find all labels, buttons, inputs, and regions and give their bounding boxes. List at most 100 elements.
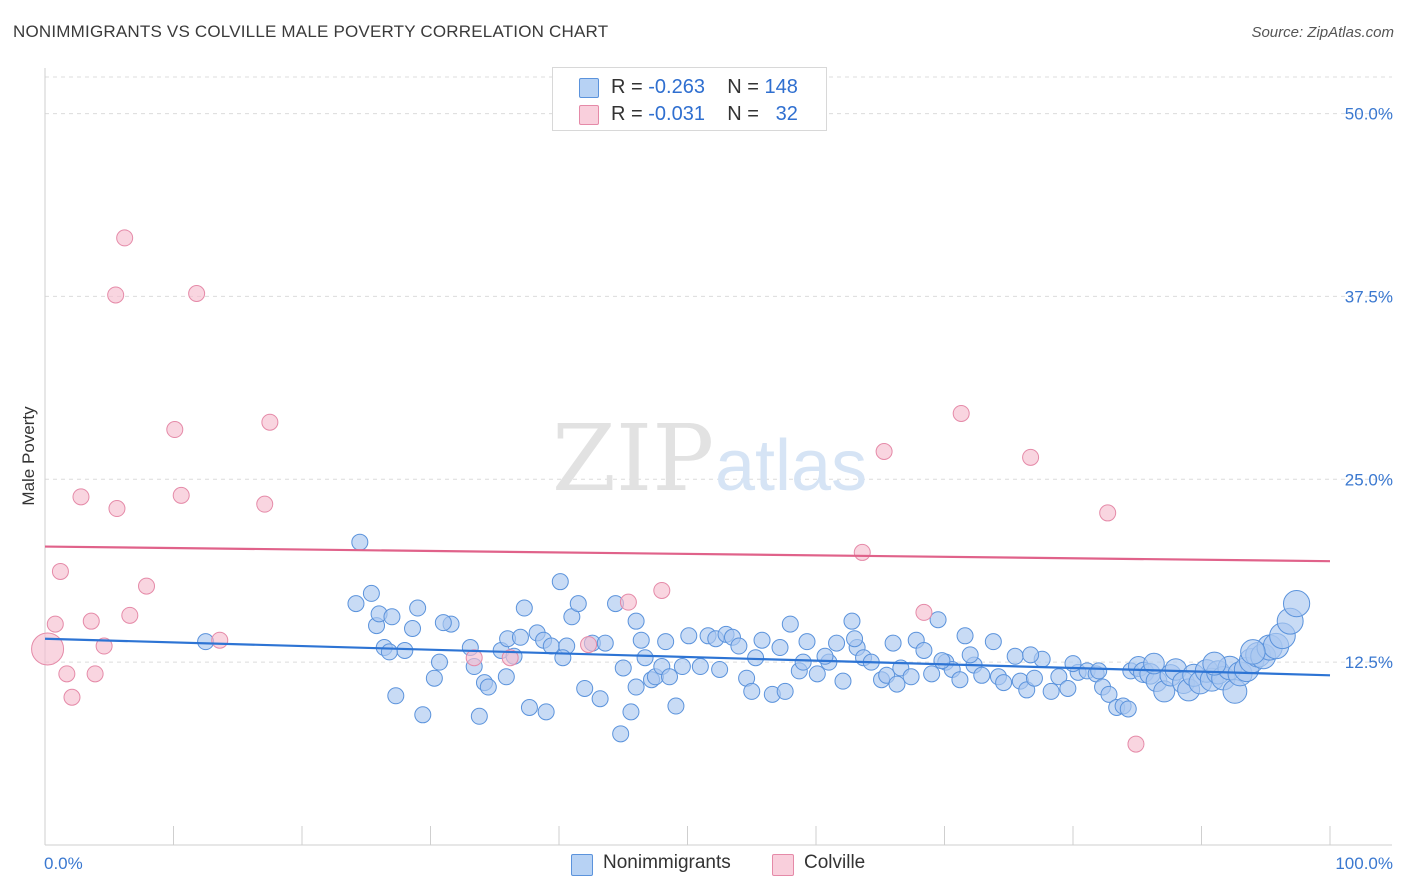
legend-r-value: -0.263: [648, 76, 705, 98]
nonimmigrants-point: [404, 619, 422, 637]
nonimmigrants-point: [351, 533, 369, 551]
nonimmigrants-point: [673, 658, 691, 676]
nonimmigrants-points: [197, 533, 1311, 743]
nonimmigrants-point: [387, 687, 405, 705]
colville-point: [172, 486, 190, 504]
colville-point: [82, 612, 100, 630]
nonimmigrants-point: [1143, 652, 1165, 675]
colville-point: [875, 442, 893, 460]
nonimmigrants-point: [1202, 651, 1227, 676]
colville-point: [188, 285, 206, 303]
nonimmigrants-point: [781, 615, 799, 633]
nonimmigrants-point: [956, 627, 974, 645]
y-axis-label: Male Poverty: [19, 406, 38, 506]
colville-point: [465, 649, 483, 667]
nonimmigrants-point: [520, 698, 538, 716]
colville-point: [952, 404, 970, 422]
tick-labels: 12.5% 25.0% 37.5% 50.0% 0.0% 100.0%: [44, 105, 1393, 873]
colville-point: [116, 229, 134, 247]
nonimmigrants-point: [542, 637, 560, 655]
nonimmigrants-point: [730, 637, 748, 655]
colville-point: [107, 286, 125, 304]
nonimmigrants-point: [612, 725, 630, 743]
nonimmigrants-point: [661, 668, 679, 686]
colville-point: [58, 665, 76, 683]
nonimmigrants-point: [591, 690, 609, 708]
nonimmigrants-trend-line: [44, 637, 1331, 677]
nonimmigrants-point: [380, 643, 398, 661]
colville-point: [51, 562, 69, 580]
nonimmigrants-point: [657, 633, 675, 651]
nonimmigrants-point: [396, 641, 414, 659]
legend-swatch-pink: [579, 105, 599, 125]
nonimmigrants-point: [622, 703, 640, 721]
y-tick-label: 12.5%: [1345, 653, 1393, 672]
nonimmigrants-point: [771, 639, 789, 657]
nonimmigrants-point: [537, 703, 555, 721]
grid-lines: [45, 76, 1392, 663]
nonimmigrants-point: [551, 573, 569, 591]
nonimmigrants-point: [554, 649, 572, 667]
nonimmigrants-point: [614, 659, 632, 677]
nonimmigrants-point: [1018, 681, 1036, 699]
colville-point: [853, 543, 871, 561]
nonimmigrants-point: [933, 652, 951, 670]
bottom-legend-label: Nonimmigrants: [603, 852, 731, 873]
source-label: Source: ZipAtlas.com: [1251, 24, 1394, 41]
colville-trend-line: [44, 545, 1331, 563]
legend-r-label: R =: [611, 103, 649, 125]
colville-point: [86, 665, 104, 683]
nonimmigrants-point: [846, 630, 864, 648]
y-tick-label: 50.0%: [1345, 105, 1393, 124]
nonimmigrants-point: [984, 633, 1002, 651]
colville-point: [46, 615, 64, 633]
nonimmigrants-point: [479, 678, 497, 696]
nonimmigrants-point: [1025, 669, 1043, 687]
nonimmigrants-point: [776, 682, 794, 700]
colville-point: [121, 606, 139, 624]
colville-point: [72, 488, 90, 506]
nonimmigrants-point: [627, 678, 645, 696]
legend-r-value: -0.031: [648, 103, 705, 125]
x-tick-label: 100.0%: [1335, 854, 1393, 873]
nonimmigrants-point: [808, 665, 826, 683]
nonimmigrants-point: [1006, 647, 1024, 665]
nonimmigrants-point: [667, 697, 685, 715]
colville-point: [915, 603, 933, 621]
nonimmigrants-point: [961, 646, 979, 664]
nonimmigrants-point: [1050, 668, 1068, 686]
nonimmigrants-point: [902, 668, 920, 686]
chart-title: NONIMMIGRANTS VS COLVILLE MALE POVERTY C…: [13, 22, 609, 41]
y-tick-label: 37.5%: [1345, 287, 1393, 306]
nonimmigrants-point: [362, 584, 380, 602]
nonimmigrants-point: [1282, 590, 1311, 618]
nonimmigrants-point: [197, 633, 215, 651]
colville-point: [95, 637, 113, 655]
colville-point: [653, 581, 671, 599]
nonimmigrants-point: [627, 612, 645, 630]
colville-point: [1099, 504, 1117, 522]
nonimmigrants-point: [888, 675, 906, 693]
bottom-legend-swatch-blue: [571, 854, 593, 876]
colville-point: [256, 495, 274, 513]
colville-point: [211, 631, 229, 649]
colville-point: [261, 413, 279, 431]
watermark-atlas: atlas: [715, 426, 867, 506]
colville-point: [1022, 448, 1040, 466]
colville-point: [138, 577, 156, 595]
nonimmigrants-point: [1042, 682, 1060, 700]
bottom-legend-swatch-pink: [772, 854, 794, 876]
nonimmigrants-point: [470, 707, 488, 725]
nonimmigrants-point: [884, 634, 902, 652]
nonimmigrants-point: [929, 611, 947, 629]
nonimmigrants-point: [794, 653, 812, 671]
nonimmigrants-point: [425, 669, 443, 687]
nonimmigrants-point: [951, 671, 969, 689]
legend-n-label: N =: [727, 103, 765, 125]
nonimmigrants-point: [828, 634, 846, 652]
nonimmigrants-point: [636, 649, 654, 667]
colville-point: [1127, 735, 1145, 753]
nonimmigrants-point: [1022, 646, 1040, 664]
nonimmigrants-point: [753, 631, 771, 649]
nonimmigrants-point: [1090, 662, 1108, 680]
